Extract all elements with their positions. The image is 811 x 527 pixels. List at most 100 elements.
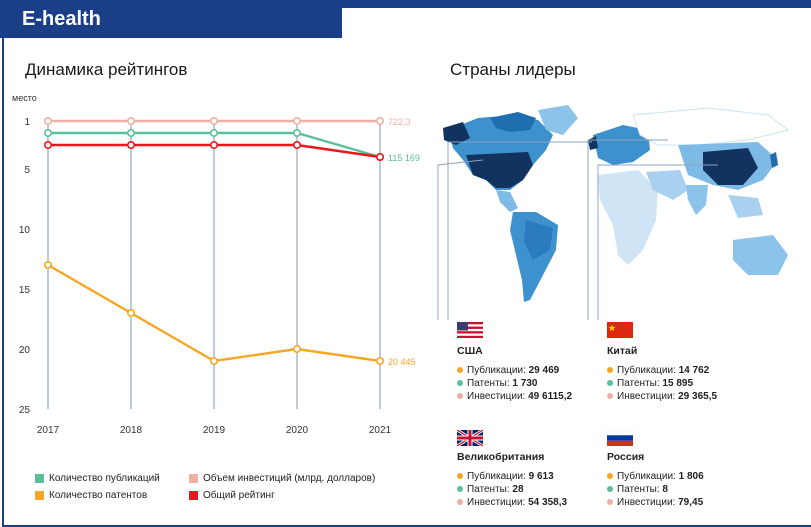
legend-swatch-patents: [35, 490, 44, 500]
series-point: [43, 140, 52, 149]
x-tick-label: 2017: [37, 425, 60, 436]
investments-dot: [607, 499, 613, 506]
publications-label: Публикации:: [467, 471, 526, 482]
patents-dot: [457, 486, 463, 493]
publications-row: Публикации: 9 613: [457, 471, 567, 482]
y-axis-label: место: [12, 93, 37, 103]
patents-row: Патенты: 15 895: [607, 378, 717, 389]
legend-swatch-publications: [35, 473, 44, 483]
publications-value: 29 469: [528, 365, 560, 376]
series-point: [43, 128, 52, 137]
series-point: [43, 261, 52, 270]
uk-flag-icon: [457, 430, 483, 446]
investments-dot: [457, 499, 463, 506]
patents-label: Патенты:: [617, 484, 660, 495]
chart-section-title: Динамика рейтингов: [25, 60, 188, 79]
legend-item-investments: Объем инвестиций (млрд. долларов): [189, 473, 375, 484]
patents-dot: [607, 486, 613, 493]
publications-row: Публикации: 14 762: [607, 365, 717, 376]
publications-row: Публикации: 29 469: [457, 365, 572, 376]
leader-line-russia: [587, 139, 668, 320]
series-point: [43, 116, 52, 125]
china-flag-icon: [607, 322, 633, 338]
legend-swatch-investments: [189, 473, 198, 483]
series-point: [127, 116, 136, 125]
series-point: [210, 356, 219, 365]
frame-bottom: [2, 525, 811, 527]
series-end-label: 20 445: [388, 357, 416, 367]
publications-label: Публикации:: [617, 471, 676, 482]
legend-item-patents: Количество патентов: [35, 490, 147, 501]
map-region-india: [686, 185, 708, 215]
map-region-greenland: [538, 105, 578, 135]
investments-label: Инвестиции:: [617, 497, 676, 508]
series-point: [292, 128, 301, 137]
usa-flag-icon: [457, 322, 483, 338]
header: E-health: [0, 0, 811, 38]
investments-value: 79,45: [678, 497, 704, 508]
map-region-japan: [770, 152, 778, 168]
map-region-canada-east: [490, 112, 536, 132]
legend-item-rating: Общий рейтинг: [189, 490, 275, 501]
publications-value: 14 762: [678, 365, 710, 376]
x-tick-label: 2021: [369, 425, 392, 436]
x-tick-label: 2020: [286, 425, 309, 436]
country-name: Россия: [607, 451, 645, 463]
legend-item-publications: Количество публикаций: [35, 473, 160, 484]
series-end-label: 115 169: [388, 153, 420, 163]
series-point: [375, 356, 384, 365]
y-tick-label: 20: [19, 345, 31, 356]
y-tick-label: 25: [19, 405, 31, 416]
patents-row: Патенты: 28: [457, 484, 567, 495]
leader-line-china: [597, 164, 718, 320]
series-point: [127, 128, 136, 137]
country-china: Китай Публикации: 14 762 Патенты: 15 895…: [607, 345, 717, 404]
investments-row: Инвестиции: 49 6115,2: [457, 391, 572, 402]
investments-value: 29 365,5: [678, 391, 718, 402]
investments-row: Инвестиции: 29 365,5: [607, 391, 717, 402]
series-end-label: 722,3: [388, 117, 411, 127]
map-region-australia: [733, 235, 788, 275]
world-map: [437, 105, 790, 320]
investments-dot: [457, 393, 463, 400]
legend-label-patents: Количество патентов: [49, 490, 148, 501]
publications-dot: [607, 367, 613, 374]
patents-row: Патенты: 8: [607, 484, 704, 495]
map-region-central-america: [496, 190, 518, 212]
investments-label: Инвестиции:: [467, 497, 526, 508]
y-tick-label: 1: [24, 117, 30, 128]
legend-label-rating: Общий рейтинг: [203, 490, 275, 501]
publications-row: Публикации: 1 806: [607, 471, 704, 482]
publications-value: 9 613: [528, 471, 554, 482]
map-section-title: Страны лидеры: [450, 60, 576, 79]
investments-row: Инвестиции: 79,45: [607, 497, 704, 508]
header-band: [0, 0, 811, 8]
country-name: Великобритания: [457, 451, 545, 463]
map-region-southeast-asia: [728, 195, 763, 218]
map-region-brazil: [524, 220, 553, 260]
legend-label-investments: Объем инвестиций (млрд. долларов): [203, 473, 376, 484]
country-name: Китай: [607, 345, 638, 357]
series-point: [292, 140, 301, 149]
map-region-usa: [466, 152, 533, 188]
country-usa: США Публикации: 29 469 Патенты: 1 730 Ин…: [457, 345, 572, 404]
patents-dot: [607, 380, 613, 387]
patents-value: 15 895: [662, 378, 694, 389]
patents-label: Патенты:: [467, 378, 510, 389]
patents-value: 8: [662, 484, 668, 495]
series-point: [375, 153, 384, 162]
header-tab: [0, 0, 342, 38]
publications-label: Публикации:: [467, 365, 526, 376]
page-title: E-health: [22, 8, 101, 30]
series-point: [127, 309, 136, 318]
patents-row: Патенты: 1 730: [457, 378, 572, 389]
x-tick-label: 2019: [203, 425, 226, 436]
frame-left: [2, 38, 4, 527]
investments-row: Инвестиции: 54 358,3: [457, 497, 567, 508]
leader-line-uk: [447, 141, 592, 320]
investments-label: Инвестиции:: [467, 391, 526, 402]
y-tick-label: 10: [19, 225, 31, 236]
series-point: [210, 128, 219, 137]
leader-line-usa: [437, 159, 484, 320]
investments-label: Инвестиции:: [617, 391, 676, 402]
